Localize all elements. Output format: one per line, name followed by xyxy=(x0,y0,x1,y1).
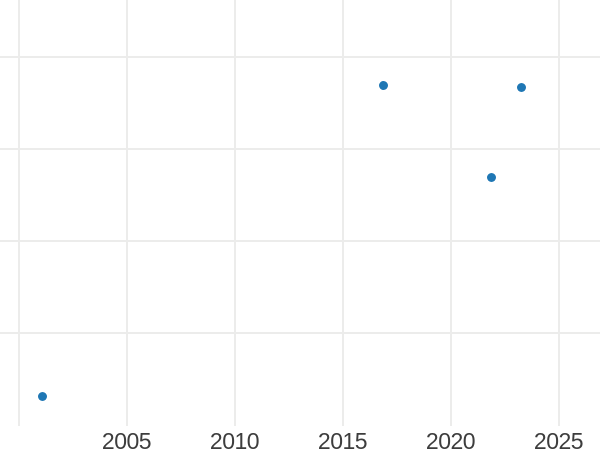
x-tick-label: 2025 xyxy=(533,428,584,450)
gridline-vertical xyxy=(125,0,128,426)
gridline-horizontal xyxy=(0,240,600,243)
gridline-horizontal xyxy=(0,56,600,59)
x-tick-label: 2020 xyxy=(425,428,476,450)
gridline-vertical xyxy=(341,0,344,426)
gridline-vertical xyxy=(557,0,560,426)
scatter-point xyxy=(37,392,47,402)
x-tick-label: 2010 xyxy=(209,428,260,450)
plot-area xyxy=(0,0,600,426)
gridline-vertical xyxy=(449,0,452,426)
gridline-horizontal xyxy=(0,148,600,151)
x-tick-label: 2005 xyxy=(101,428,152,450)
x-tick-label: 2015 xyxy=(317,428,368,450)
gridline-horizontal xyxy=(0,332,600,335)
gridline-vertical xyxy=(233,0,236,426)
gridline-vertical xyxy=(17,0,20,426)
scatter-point xyxy=(517,82,527,92)
scatter-point xyxy=(487,173,497,183)
scatter-point xyxy=(379,81,389,91)
